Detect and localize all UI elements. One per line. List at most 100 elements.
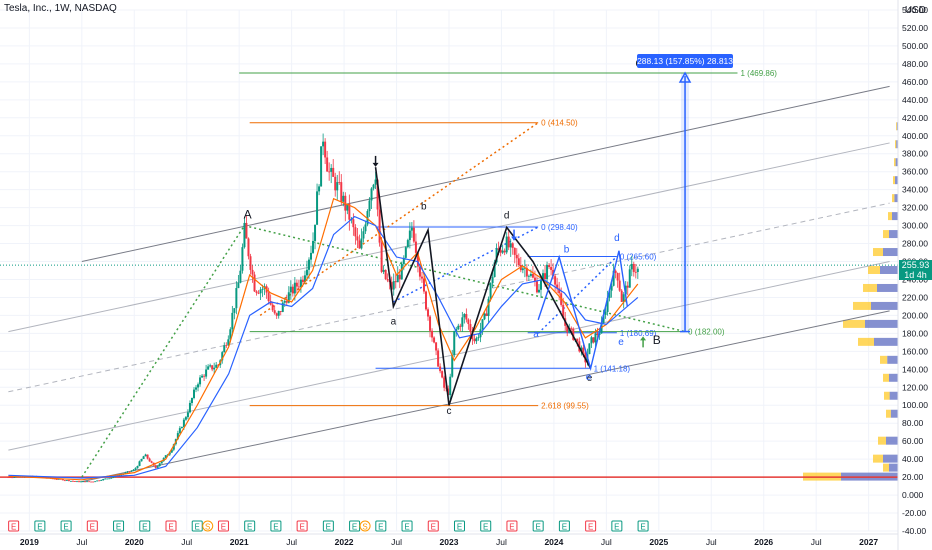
candle-up [303, 275, 306, 283]
channel-upper [81, 85, 890, 263]
candle-up [408, 230, 411, 241]
candle-up [190, 398, 193, 403]
price-tick-label: 280.00 [902, 239, 928, 249]
volume-bar-up [884, 391, 890, 400]
candle-down [348, 203, 351, 220]
candle-up [243, 222, 246, 248]
candle-down [443, 377, 446, 388]
time-tick-label: 2024 [544, 537, 563, 547]
last-price-time: 1d 4h [904, 270, 927, 281]
candle-down [275, 313, 278, 316]
candle-up [201, 375, 204, 378]
volume-bar-down [887, 355, 898, 364]
candle-up [368, 200, 371, 212]
candle-down [9, 477, 12, 478]
earnings-marker [113, 520, 125, 532]
candle-down [576, 338, 579, 342]
candle-down [485, 313, 488, 316]
volume-bar-down [883, 454, 898, 463]
candle-down [469, 324, 472, 332]
candle-down [55, 479, 58, 480]
candles [7, 133, 639, 483]
candle-down [562, 304, 565, 319]
candle-up [374, 179, 377, 185]
candle-up [580, 347, 583, 352]
candle-up [542, 273, 545, 280]
candle-up [392, 281, 395, 290]
candle-down [301, 279, 304, 283]
candle-up [610, 285, 613, 291]
volume-bar-up [880, 355, 888, 364]
price-tick-label: 40.00 [902, 454, 924, 464]
volume-bar-up [863, 283, 877, 292]
candle-down [297, 286, 300, 288]
candle-up [410, 227, 413, 231]
time-tick-label: Jul [496, 537, 507, 547]
measure-arrowhead [678, 71, 692, 83]
candle-up [307, 259, 310, 270]
earnings-marker-label: E [142, 523, 147, 532]
fib-label: 0 (182.00) [688, 328, 725, 337]
volume-bar-down [889, 373, 898, 382]
candle-up [239, 270, 242, 283]
earnings-marker [637, 520, 649, 532]
candle-down [465, 314, 468, 320]
price-tick-label: -20.00 [902, 508, 926, 518]
candle-up [529, 273, 532, 276]
candle-down [548, 265, 551, 268]
candle-up [170, 449, 173, 453]
currency-label[interactable]: USD [904, 5, 926, 16]
earnings-marker-label: E [273, 523, 278, 532]
volume-bar-up [892, 194, 895, 203]
candle-down [582, 347, 585, 353]
measure-tool [678, 71, 692, 333]
split-marker-label: S [205, 523, 210, 532]
candle-down [418, 266, 421, 277]
earnings-marker-label: E [116, 523, 121, 532]
candle-up [455, 329, 458, 331]
candle-down [459, 325, 462, 327]
elliott-waves [374, 167, 629, 406]
candle-down [507, 236, 510, 248]
candle-up [102, 479, 105, 481]
price-tick-label: 300.00 [902, 221, 928, 231]
earnings-marker-label: E [562, 523, 567, 532]
volume-bar-up [888, 212, 892, 221]
candle-down [356, 236, 359, 241]
candle-up [364, 224, 367, 232]
candle-up [404, 247, 407, 258]
price-tick-label: 320.00 [902, 203, 928, 213]
earnings-marker-label: E [247, 523, 252, 532]
candle-up [65, 480, 68, 481]
candle-up [372, 184, 375, 189]
price-tick-label: 480.00 [902, 59, 928, 69]
candle-up [144, 454, 147, 457]
price-tick-label: 80.00 [902, 418, 924, 428]
candle-up [110, 477, 113, 479]
candle-up [636, 268, 639, 272]
candle-up [505, 236, 508, 253]
candle-up [537, 289, 540, 293]
time-tick-label: 2023 [440, 537, 459, 547]
candle-up [237, 282, 240, 289]
time-tick-label: 2022 [335, 537, 354, 547]
candle-down [412, 227, 415, 242]
candle-up [205, 369, 208, 377]
chart-title: Tesla, Inc., 1W, NASDAQ [4, 3, 117, 14]
time-tick-label: 2025 [649, 537, 668, 547]
candle-up [199, 377, 202, 385]
fib-label: 1 (180.69) [620, 329, 657, 338]
volume-bar-down [895, 158, 898, 167]
volume-bar-up [843, 319, 865, 328]
candle-down [390, 282, 393, 290]
candle-down [384, 269, 387, 280]
candle-up [493, 262, 496, 278]
volume-bar-down [889, 391, 898, 400]
candle-down [128, 471, 131, 473]
earnings-marker-label: E [483, 523, 488, 532]
candle-down [596, 333, 599, 336]
candle-down [92, 481, 95, 483]
fib-label: 2.618 (99.55) [541, 402, 589, 411]
candle-up [491, 277, 494, 284]
